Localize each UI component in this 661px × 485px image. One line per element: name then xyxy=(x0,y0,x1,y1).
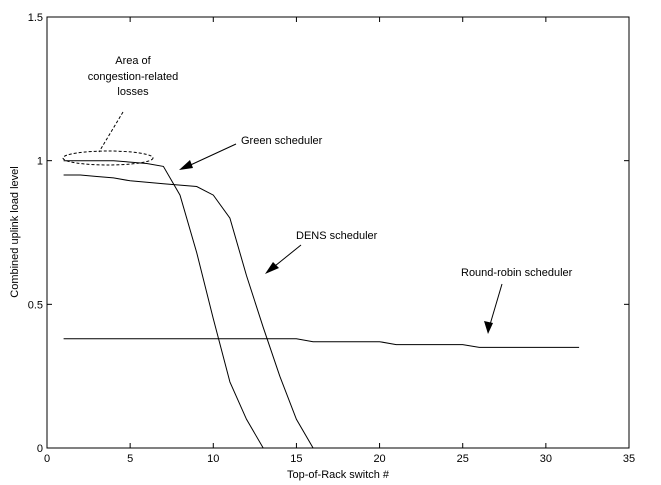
dens-scheduler-label: DENS scheduler xyxy=(296,230,378,242)
x-tick-label: 15 xyxy=(290,453,302,465)
x-tick-label: 20 xyxy=(373,453,385,465)
x-axis-label: Top-of-Rack switch # xyxy=(287,469,390,481)
y-tick-label: 0.5 xyxy=(28,299,43,311)
green-scheduler-arrow xyxy=(183,143,237,169)
series-line-round-robin xyxy=(63,338,580,348)
x-tick-label: 30 xyxy=(540,453,552,465)
round-robin-scheduler-arrowhead xyxy=(484,321,493,334)
plot-frame xyxy=(46,16,630,449)
series-group xyxy=(63,160,580,449)
congestion-label-line-1: Area of xyxy=(115,55,151,67)
annotations: Area of congestion-related losses Green … xyxy=(62,55,573,334)
x-tick-label: 25 xyxy=(457,453,469,465)
y-axis-label: Combined uplink load level xyxy=(9,166,21,297)
dens-scheduler-arrowhead xyxy=(265,262,279,274)
round-robin-scheduler-label: Round-robin scheduler xyxy=(461,267,573,279)
round-robin-scheduler-arrow xyxy=(488,283,503,329)
y-tick-label: 0 xyxy=(37,443,43,455)
y-tick-label: 1.5 xyxy=(28,12,43,24)
congestion-label-line-3: losses xyxy=(117,86,149,98)
x-tick-label: 10 xyxy=(207,453,219,465)
axis-ticks: 0 5 10 15 20 25 30 35 0 0.5 1 1.5 xyxy=(28,12,635,465)
x-tick-label: 5 xyxy=(127,453,133,465)
series-line-dens xyxy=(63,174,314,449)
x-tick-label: 0 xyxy=(44,453,50,465)
green-scheduler-arrowhead xyxy=(179,160,193,170)
x-tick-label: 35 xyxy=(623,453,635,465)
congestion-label-line-2: congestion-related xyxy=(88,71,179,83)
green-scheduler-label: Green scheduler xyxy=(241,135,323,147)
congestion-area-ellipse xyxy=(62,150,154,166)
y-tick-label: 1 xyxy=(37,156,43,168)
series-line-green xyxy=(63,160,264,449)
congestion-area-pointer xyxy=(98,111,124,153)
